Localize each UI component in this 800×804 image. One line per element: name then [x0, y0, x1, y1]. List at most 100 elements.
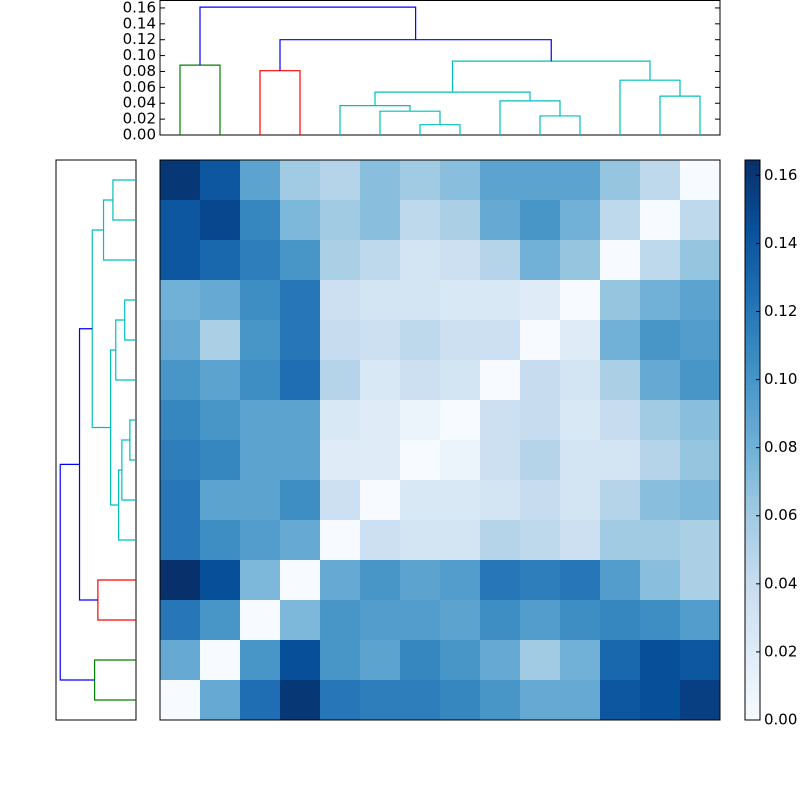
colorbar-swatch	[745, 675, 760, 681]
heat-cell	[640, 520, 681, 561]
heat-cell	[520, 360, 561, 401]
colorbar-swatch	[745, 205, 760, 211]
colorbar-swatch	[745, 255, 760, 261]
colorbar-swatch	[745, 520, 760, 526]
heat-cell	[440, 400, 481, 441]
heat-cell	[240, 400, 281, 441]
dendrogram-link	[539, 115, 581, 135]
y-tick-label: 0.14	[123, 14, 156, 32]
heat-cell	[160, 240, 201, 281]
dendrogram-link	[124, 299, 136, 341]
dendrogram-link	[659, 95, 701, 135]
y-tick-label: 0.02	[123, 110, 156, 128]
colorbar-swatch	[745, 200, 760, 206]
heat-cell	[360, 480, 401, 521]
heat-cell	[360, 600, 401, 641]
heat-cell	[440, 640, 481, 681]
colorbar-tick-label: 0.04	[764, 574, 797, 592]
heat-cell	[480, 640, 521, 681]
heat-cell	[400, 360, 441, 401]
colorbar-swatch	[745, 615, 760, 621]
heat-cell	[440, 520, 481, 561]
heat-cell	[320, 640, 361, 681]
heat-cell	[400, 200, 441, 241]
heat-cell	[440, 160, 481, 201]
heat-cell	[400, 560, 441, 601]
heat-cell	[320, 240, 361, 281]
heat-cell	[560, 440, 601, 481]
heat-cell	[480, 600, 521, 641]
colorbar-swatch	[745, 410, 760, 416]
heat-cell	[640, 160, 681, 201]
heat-cell	[280, 520, 321, 561]
colorbar-swatch	[745, 405, 760, 411]
colorbar-swatch	[745, 320, 760, 326]
colorbar-frame	[744, 159, 761, 721]
colorbar-swatch	[745, 600, 760, 606]
dendrogram-link	[129, 419, 136, 461]
colorbar-swatch	[745, 685, 760, 691]
heat-cell	[680, 280, 721, 321]
heat-cell	[680, 440, 721, 481]
heat-cell	[360, 280, 401, 321]
heat-cell	[400, 440, 441, 481]
heat-cell	[240, 640, 281, 681]
heat-cell	[320, 680, 361, 721]
heat-cell	[360, 360, 401, 401]
dendrogram-link	[109, 349, 119, 506]
y-tick-label: 0.04	[123, 94, 156, 112]
heat-cell	[600, 640, 641, 681]
colorbar-swatch	[745, 300, 760, 306]
heat-cell	[600, 360, 641, 401]
heat-cell	[320, 560, 361, 601]
heat-cell	[360, 560, 401, 601]
heat-cell	[160, 360, 201, 401]
heat-cell	[520, 680, 561, 721]
heat-cell	[560, 400, 601, 441]
heat-cell	[280, 640, 321, 681]
colorbar-swatch	[745, 535, 760, 541]
heat-cell	[320, 360, 361, 401]
colorbar-swatch	[745, 455, 760, 461]
heat-cell	[600, 320, 641, 361]
heat-cell	[520, 560, 561, 601]
heat-cell	[680, 400, 721, 441]
colorbar-swatch	[745, 250, 760, 256]
heatmap-frame	[159, 159, 721, 721]
colorbar-swatch	[745, 580, 760, 586]
colorbar-swatch	[745, 605, 760, 611]
heat-cell	[280, 200, 321, 241]
colorbar-swatch	[745, 425, 760, 431]
heat-cell	[600, 160, 641, 201]
heat-cell	[560, 680, 601, 721]
colorbar-swatch	[745, 625, 760, 631]
colorbar-tick-label: 0.02	[764, 642, 797, 660]
heat-cell	[440, 280, 481, 321]
heat-cell	[520, 320, 561, 361]
heat-cell	[280, 480, 321, 521]
colorbar-swatch	[745, 670, 760, 676]
colorbar-swatch	[745, 650, 760, 656]
colorbar-swatch	[745, 260, 760, 266]
dendrogram-link	[339, 105, 411, 135]
colorbar-tick-label: 0.08	[764, 438, 797, 456]
dendrogram-link	[279, 39, 552, 71]
y-tick-label: 0.12	[123, 30, 156, 48]
heat-cell	[640, 680, 681, 721]
heat-cell	[520, 280, 561, 321]
colorbar-swatch	[745, 330, 760, 336]
heat-cell	[240, 600, 281, 641]
colorbar-swatch	[745, 565, 760, 571]
heat-cell	[400, 320, 441, 361]
colorbar-swatch	[745, 415, 760, 421]
heat-cell	[640, 320, 681, 361]
colorbar-tick-label: 0.00	[764, 711, 797, 729]
colorbar-swatch	[745, 505, 760, 511]
heat-cell	[520, 400, 561, 441]
colorbar-swatch	[745, 510, 760, 516]
heat-cell	[560, 480, 601, 521]
heat-cell	[400, 280, 441, 321]
heat-cell	[400, 240, 441, 281]
colorbar-tick-label: 0.16	[764, 166, 797, 184]
